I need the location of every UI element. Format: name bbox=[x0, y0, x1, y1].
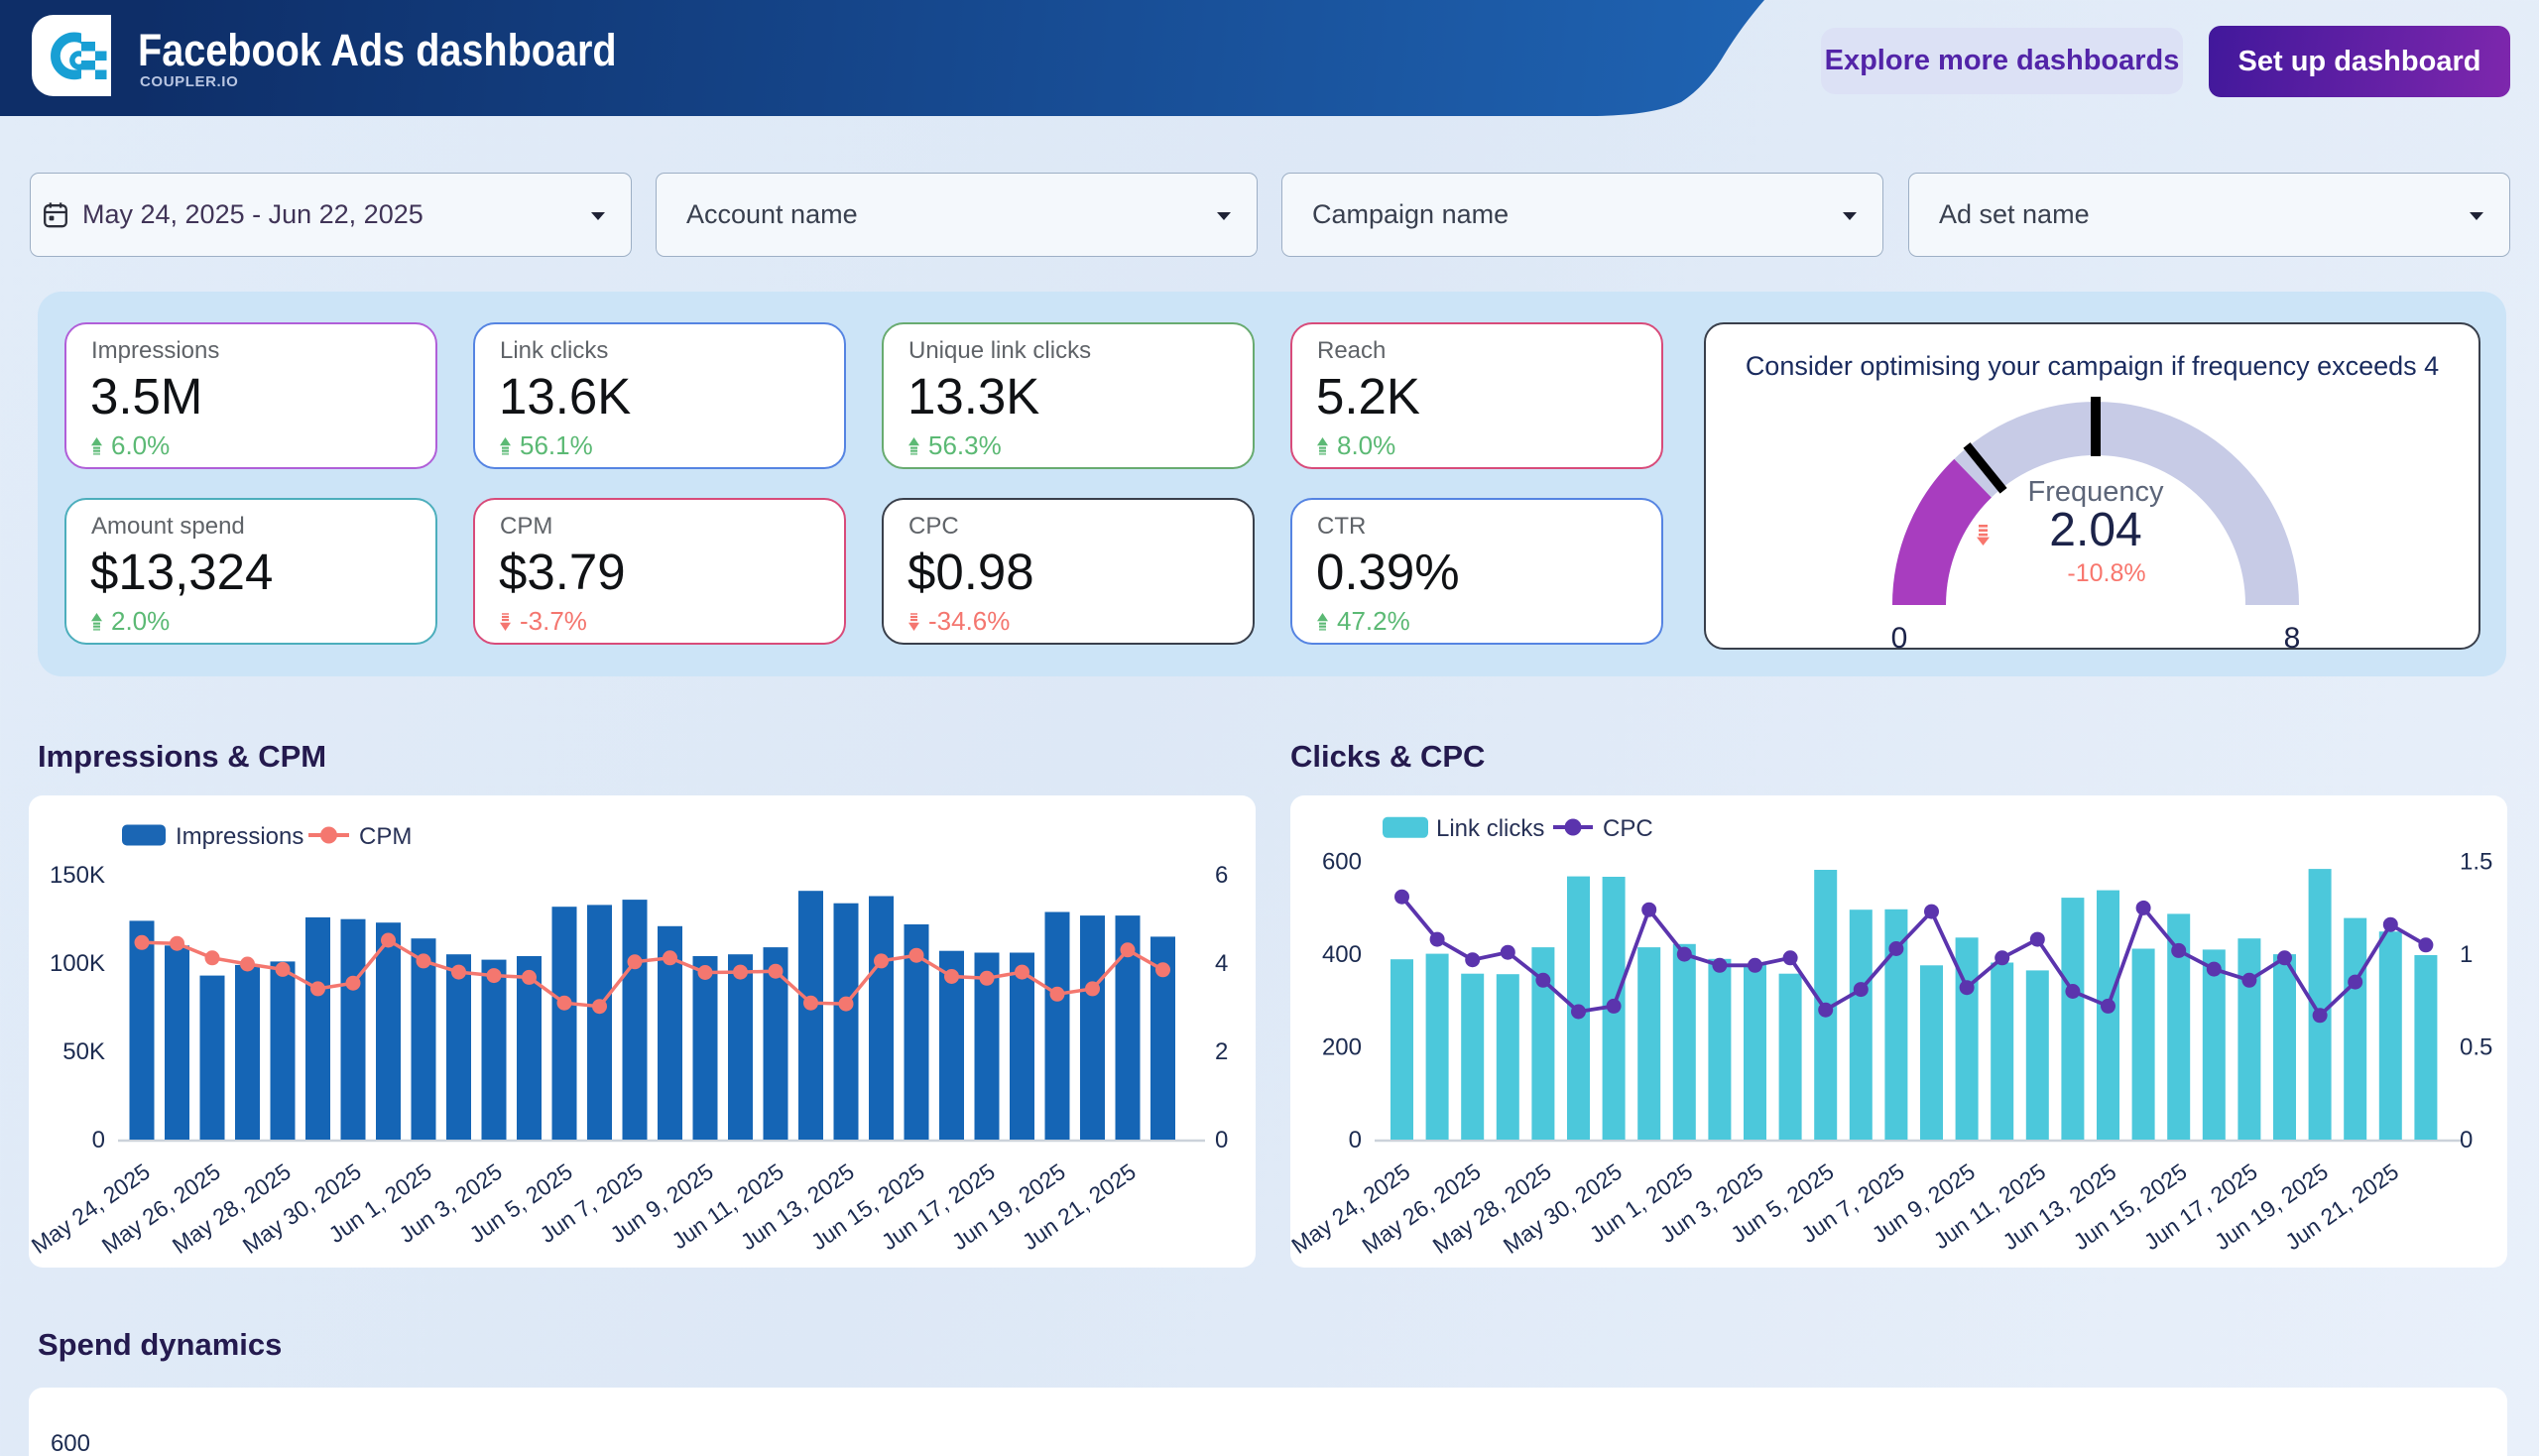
svg-text:May 28, 2025: May 28, 2025 bbox=[168, 1158, 296, 1259]
svg-text:CPC: CPC bbox=[1603, 815, 1653, 842]
svg-text:8: 8 bbox=[2284, 622, 2301, 655]
svg-text:1.5: 1.5 bbox=[2460, 849, 2492, 876]
svg-text:Link clicks: Link clicks bbox=[1436, 815, 1544, 842]
svg-text:150K: 150K bbox=[50, 862, 105, 889]
svg-text:400: 400 bbox=[1322, 941, 1362, 968]
svg-text:May 24, 2025: May 24, 2025 bbox=[1290, 1158, 1414, 1259]
svg-text:May 24, 2025: May 24, 2025 bbox=[29, 1158, 155, 1259]
svg-text:0: 0 bbox=[2460, 1127, 2473, 1153]
svg-text:600: 600 bbox=[51, 1430, 90, 1456]
svg-text:May 30, 2025: May 30, 2025 bbox=[238, 1158, 366, 1259]
svg-text:0: 0 bbox=[1891, 622, 1908, 655]
svg-text:200: 200 bbox=[1322, 1034, 1362, 1061]
svg-text:-10.8%: -10.8% bbox=[2067, 559, 2145, 587]
svg-text:0: 0 bbox=[1215, 1127, 1228, 1153]
svg-text:CPM: CPM bbox=[359, 823, 412, 850]
svg-text:May 30, 2025: May 30, 2025 bbox=[1499, 1158, 1627, 1259]
svg-text:2: 2 bbox=[1215, 1038, 1228, 1065]
svg-text:May 26, 2025: May 26, 2025 bbox=[1357, 1158, 1485, 1259]
svg-text:4: 4 bbox=[1215, 950, 1228, 977]
svg-text:0: 0 bbox=[1349, 1127, 1362, 1153]
svg-text:6: 6 bbox=[1215, 862, 1228, 889]
svg-text:2.04: 2.04 bbox=[2049, 504, 2141, 556]
svg-text:May 26, 2025: May 26, 2025 bbox=[97, 1158, 225, 1259]
svg-text:1: 1 bbox=[2460, 941, 2473, 968]
svg-text:100K: 100K bbox=[50, 950, 105, 977]
svg-text:May 28, 2025: May 28, 2025 bbox=[1428, 1158, 1556, 1259]
svg-text:Frequency: Frequency bbox=[2027, 476, 2164, 508]
svg-text:0.5: 0.5 bbox=[2460, 1034, 2492, 1061]
svg-text:600: 600 bbox=[1322, 849, 1362, 876]
svg-text:50K: 50K bbox=[62, 1038, 105, 1065]
svg-text:Impressions: Impressions bbox=[176, 823, 303, 850]
svg-text:0: 0 bbox=[92, 1127, 105, 1153]
